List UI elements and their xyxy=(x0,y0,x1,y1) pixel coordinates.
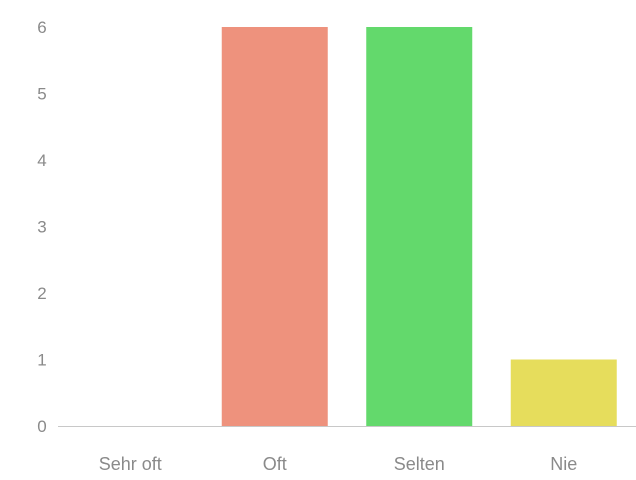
y-axis-tick-labels: 0 1 2 3 4 5 6 xyxy=(37,18,46,436)
x-axis-category-labels: Sehr oft Oft Selten Nie xyxy=(99,454,578,474)
y-tick-label-1: 1 xyxy=(37,351,46,370)
y-tick-label-3: 3 xyxy=(37,218,46,237)
bar-oft xyxy=(221,27,328,426)
x-category-label-nie: Nie xyxy=(550,454,577,474)
bar-selten xyxy=(366,27,473,426)
bar-nie xyxy=(510,359,617,426)
x-category-label-sehr-oft: Sehr oft xyxy=(99,454,162,474)
x-category-label-selten: Selten xyxy=(394,454,445,474)
bars xyxy=(221,27,617,426)
y-tick-label-0: 0 xyxy=(37,417,46,436)
y-tick-label-5: 5 xyxy=(37,85,46,104)
y-tick-label-4: 4 xyxy=(37,151,46,170)
x-category-label-oft: Oft xyxy=(263,454,287,474)
y-tick-label-6: 6 xyxy=(37,18,46,37)
y-tick-label-2: 2 xyxy=(37,284,46,303)
